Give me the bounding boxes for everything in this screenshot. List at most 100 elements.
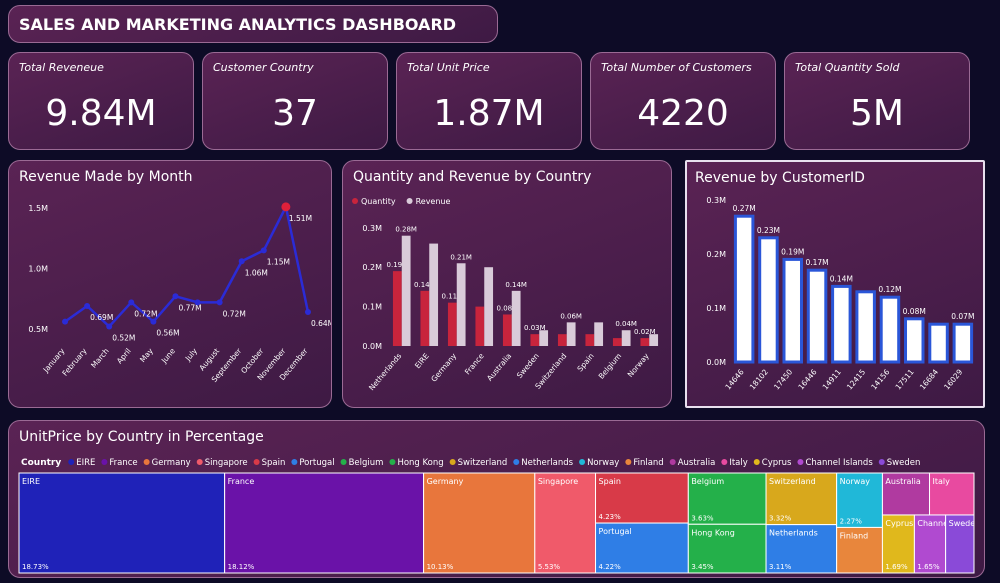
kpi-label: Total Number of Customers — [601, 61, 752, 74]
data-label: 0.21M — [450, 253, 472, 261]
point — [172, 293, 179, 300]
x-tick-label: 12415 — [845, 367, 867, 391]
legend-label: Singapore — [205, 458, 248, 468]
treemap-tile — [881, 472, 931, 516]
tile-value: 18.12% — [228, 563, 255, 571]
data-label: 1.51M — [289, 214, 312, 223]
legend-label: Channel Islands — [805, 458, 873, 468]
y-tick-label: 0.0M — [706, 358, 726, 367]
legend-swatch — [291, 459, 298, 465]
bar — [952, 322, 974, 364]
data-label: 0.12M — [878, 285, 901, 294]
y-tick-label: 0.3M — [706, 196, 726, 205]
x-tick-label: 16446 — [796, 367, 818, 391]
legend-label: Finland — [633, 458, 663, 468]
kpi-value: 1.87M — [433, 93, 545, 134]
bar — [640, 338, 650, 346]
kpi-label: Total Unit Price — [407, 61, 490, 74]
data-label: 0.72M — [134, 309, 157, 318]
data-label: 0.08M — [497, 304, 519, 312]
treemap-tile — [765, 524, 838, 574]
bar — [539, 330, 549, 346]
chart-title: UnitPrice by Country in Percentage — [19, 429, 264, 445]
bar — [928, 322, 949, 364]
tile-label: Belgium — [691, 477, 724, 486]
legend-label: Switzerland — [458, 458, 508, 468]
bar — [401, 235, 411, 346]
bar — [429, 243, 439, 346]
kpi-label: Total Quantity Sold — [795, 61, 900, 74]
bar — [392, 271, 402, 346]
legend-label: Portugal — [299, 458, 334, 468]
y-tick-label: 1.5M — [28, 204, 48, 213]
x-tick-label: Australia — [485, 352, 513, 383]
treemap-tile — [423, 472, 536, 574]
x-tick-label: 14156 — [869, 367, 891, 391]
y-tick-label: 0.3M — [362, 224, 382, 233]
x-tick-label: Netherlands — [367, 351, 403, 392]
legend-swatch — [340, 459, 347, 465]
bar — [879, 295, 901, 364]
bar — [649, 334, 659, 346]
kpi-value: 9.84M — [45, 93, 157, 134]
tile-label: Channel Islands — [917, 519, 980, 528]
tile-label: Spain — [599, 477, 621, 486]
chart-title: Quantity and Revenue by Country — [353, 169, 591, 185]
legend-swatch — [352, 198, 358, 204]
y-tick-label: 0.2M — [362, 263, 382, 272]
tile-value: 3.11% — [769, 563, 792, 571]
data-label: 0.03M — [524, 324, 546, 332]
chart-title: Revenue Made by Month — [19, 169, 193, 185]
data-label: 0.08M — [903, 307, 926, 316]
tile-value: 4.22% — [599, 563, 622, 571]
panel: Revenue by CustomerID 0.0M 0.1M 0.2M 0.3M 0.2… — [685, 160, 985, 408]
x-tick-label: Norway — [626, 351, 652, 379]
tile-value: 2.27% — [840, 517, 863, 525]
bar — [456, 263, 466, 346]
tile-label: Portugal — [599, 527, 632, 536]
x-tick-label: April — [115, 347, 133, 366]
bar — [502, 314, 512, 346]
legend-swatch — [196, 459, 203, 465]
bar — [511, 290, 521, 346]
legend-swatch — [721, 459, 728, 465]
legend-swatch — [669, 459, 676, 465]
bar — [612, 338, 622, 346]
tile-value: 1.65% — [917, 563, 940, 571]
legend-label: Germany — [152, 458, 191, 468]
legend-swatch — [513, 459, 520, 465]
legend-label: France — [109, 458, 137, 468]
data-label: 0.06M — [560, 312, 582, 320]
y-tick-label: 0.1M — [706, 304, 726, 313]
legend-label: Belgium — [349, 458, 384, 468]
x-tick-label: 16684 — [918, 367, 940, 391]
legend-swatch — [68, 459, 75, 465]
data-label: 0.77M — [178, 303, 201, 312]
kpi-card: Total Unit Price 1.87M — [396, 52, 582, 150]
tile-value: 3.32% — [769, 515, 792, 523]
bar — [475, 306, 485, 346]
kpi-value: 4220 — [637, 93, 729, 134]
tile-label: Australia — [885, 477, 920, 486]
point — [106, 323, 113, 330]
chart: Quantity and Revenue by Country Quantity R… — [352, 169, 659, 392]
legend-label: Spain — [262, 458, 286, 468]
bar — [594, 322, 604, 346]
treemap-tile — [929, 472, 975, 516]
tile-label: Switzerland — [769, 477, 816, 486]
y-tick-label: 0.0M — [362, 342, 382, 351]
legend-label: Italy — [729, 458, 747, 468]
data-label: 0.23M — [757, 226, 780, 235]
data-label: 0.19M — [387, 261, 409, 269]
kpi-value: 37 — [272, 93, 318, 134]
x-tick-label: Sweden — [515, 351, 541, 380]
legend-swatch — [101, 459, 108, 465]
data-label: 0.11M — [442, 293, 464, 301]
x-tick-label: 18102 — [748, 367, 770, 391]
legend-swatch — [143, 459, 150, 465]
bar — [758, 236, 779, 364]
point — [128, 299, 135, 306]
tile-value: 3.45% — [691, 563, 714, 571]
x-tick-label: France — [463, 351, 486, 376]
chart-title: Revenue by CustomerID — [695, 170, 865, 186]
